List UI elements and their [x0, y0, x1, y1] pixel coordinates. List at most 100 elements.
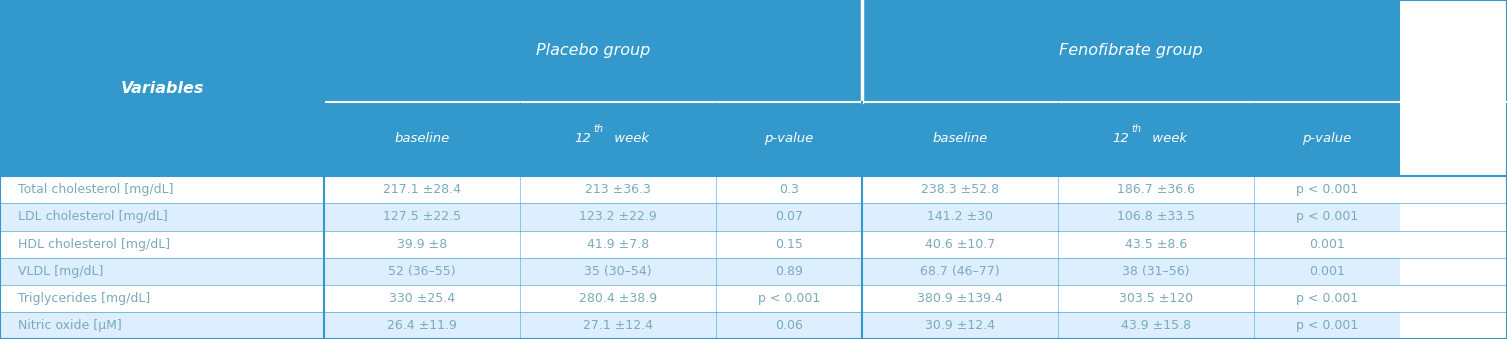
Text: 141.2 ±30: 141.2 ±30 [927, 211, 993, 223]
Bar [324, 285, 520, 312]
Text: 38 (31–56): 38 (31–56) [1123, 265, 1189, 278]
Bar [1058, 203, 1254, 231]
Bar [520, 203, 716, 231]
Text: p < 0.001: p < 0.001 [758, 292, 820, 305]
Text: HDL cholesterol [mg/dL]: HDL cholesterol [mg/dL] [18, 238, 170, 251]
Text: th: th [594, 124, 604, 135]
Bar [716, 176, 862, 203]
Bar [1254, 176, 1400, 203]
Text: p < 0.001: p < 0.001 [1296, 319, 1358, 332]
Text: p < 0.001: p < 0.001 [1296, 183, 1358, 196]
Bar [862, 0, 1400, 102]
Bar [1254, 203, 1400, 231]
Text: Triglycerides [mg/dL]: Triglycerides [mg/dL] [18, 292, 151, 305]
Bar [862, 312, 1058, 339]
Text: 12: 12 [1112, 133, 1129, 145]
Text: Fenofibrate group: Fenofibrate group [1059, 43, 1203, 58]
Bar [716, 285, 862, 312]
Bar [862, 231, 1058, 258]
Bar [520, 176, 716, 203]
Bar [1254, 312, 1400, 339]
Bar [520, 231, 716, 258]
Text: 68.7 (46–77): 68.7 (46–77) [921, 265, 999, 278]
Text: Nitric oxide [μM]: Nitric oxide [μM] [18, 319, 122, 332]
Bar [1058, 176, 1254, 203]
Text: 123.2 ±22.9: 123.2 ±22.9 [579, 211, 657, 223]
Bar [716, 231, 862, 258]
Bar [1254, 285, 1400, 312]
Text: 238.3 ±52.8: 238.3 ±52.8 [921, 183, 999, 196]
Bar [862, 203, 1058, 231]
Bar [1058, 231, 1254, 258]
Bar [324, 258, 520, 285]
Bar [862, 258, 1058, 285]
Bar [520, 102, 716, 176]
Text: 280.4 ±38.9: 280.4 ±38.9 [579, 292, 657, 305]
Bar [324, 203, 520, 231]
Bar [324, 231, 520, 258]
Bar [862, 285, 1058, 312]
Bar [324, 0, 862, 102]
Text: baseline: baseline [395, 133, 449, 145]
Text: 39.9 ±8: 39.9 ±8 [396, 238, 448, 251]
Bar [324, 102, 520, 176]
Text: LDL cholesterol [mg/dL]: LDL cholesterol [mg/dL] [18, 211, 167, 223]
Text: 41.9 ±7.8: 41.9 ±7.8 [586, 238, 650, 251]
Text: Variables: Variables [121, 81, 203, 96]
Text: 43.9 ±15.8: 43.9 ±15.8 [1121, 319, 1191, 332]
Bar [0, 0, 324, 176]
Bar [0, 231, 324, 258]
Bar [1254, 231, 1400, 258]
Bar [716, 312, 862, 339]
Text: p < 0.001: p < 0.001 [1296, 211, 1358, 223]
Bar [520, 312, 716, 339]
Bar [862, 102, 1058, 176]
Text: 26.4 ±11.9: 26.4 ±11.9 [387, 319, 457, 332]
Bar [0, 285, 324, 312]
Text: 303.5 ±120: 303.5 ±120 [1118, 292, 1194, 305]
Text: week: week [610, 133, 650, 145]
Bar [716, 258, 862, 285]
Text: p-value: p-value [764, 133, 814, 145]
Text: 127.5 ±22.5: 127.5 ±22.5 [383, 211, 461, 223]
Text: week: week [1148, 133, 1188, 145]
Bar [716, 203, 862, 231]
Bar [1058, 312, 1254, 339]
Text: 35 (30–54): 35 (30–54) [585, 265, 651, 278]
Text: 52 (36–55): 52 (36–55) [389, 265, 455, 278]
Text: th: th [1132, 124, 1142, 135]
Bar [324, 176, 520, 203]
Text: p < 0.001: p < 0.001 [1296, 292, 1358, 305]
Text: 106.8 ±33.5: 106.8 ±33.5 [1117, 211, 1195, 223]
Bar [1058, 258, 1254, 285]
Text: 213 ±36.3: 213 ±36.3 [585, 183, 651, 196]
Text: 380.9 ±139.4: 380.9 ±139.4 [918, 292, 1002, 305]
Text: Total cholesterol [mg/dL]: Total cholesterol [mg/dL] [18, 183, 173, 196]
Text: 217.1 ±28.4: 217.1 ±28.4 [383, 183, 461, 196]
Text: 0.06: 0.06 [775, 319, 803, 332]
Text: 0.07: 0.07 [775, 211, 803, 223]
Text: VLDL [mg/dL]: VLDL [mg/dL] [18, 265, 104, 278]
Text: 43.5 ±8.6: 43.5 ±8.6 [1124, 238, 1188, 251]
Text: baseline: baseline [933, 133, 987, 145]
Bar [324, 312, 520, 339]
Text: Placebo group: Placebo group [536, 43, 650, 58]
Bar [520, 258, 716, 285]
Bar [0, 176, 324, 203]
Text: 0.15: 0.15 [775, 238, 803, 251]
Text: 40.6 ±10.7: 40.6 ±10.7 [925, 238, 995, 251]
Bar [862, 176, 1058, 203]
Bar [0, 312, 324, 339]
Text: 27.1 ±12.4: 27.1 ±12.4 [583, 319, 653, 332]
Bar [1254, 258, 1400, 285]
Bar [1058, 285, 1254, 312]
Text: 186.7 ±36.6: 186.7 ±36.6 [1117, 183, 1195, 196]
Bar [716, 102, 862, 176]
Text: 30.9 ±12.4: 30.9 ±12.4 [925, 319, 995, 332]
Text: 0.89: 0.89 [775, 265, 803, 278]
Text: 0.001: 0.001 [1310, 265, 1344, 278]
Bar [1254, 102, 1400, 176]
Bar [520, 285, 716, 312]
Bar [0, 258, 324, 285]
Text: 330 ±25.4: 330 ±25.4 [389, 292, 455, 305]
